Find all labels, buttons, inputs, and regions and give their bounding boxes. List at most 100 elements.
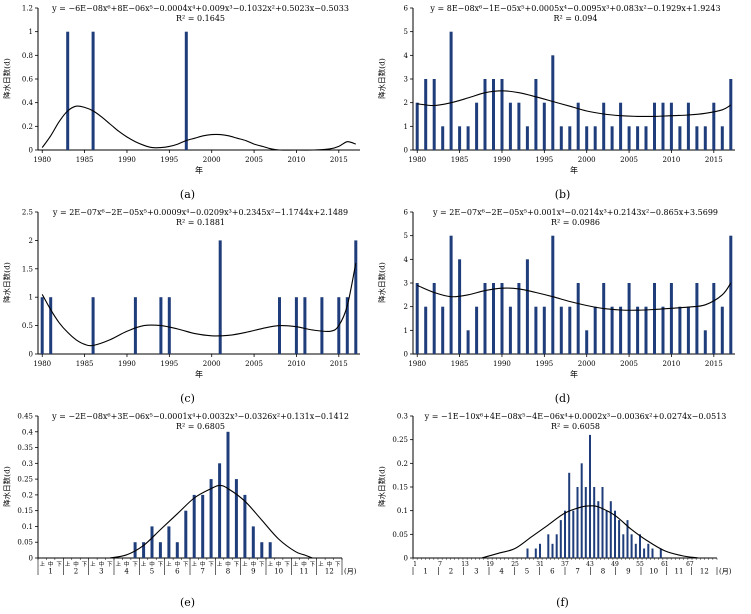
equation-annotation: y = −1E−10x⁶+4E−08x⁵−4E−06x⁴+0.0002x³−0.… xyxy=(413,412,738,432)
bar xyxy=(619,102,623,150)
x-tick-label: 1990 xyxy=(118,156,136,164)
bar xyxy=(525,259,529,354)
bar xyxy=(589,434,591,558)
period-label: 中 xyxy=(200,560,206,568)
bar xyxy=(483,283,487,354)
r-squared-value: R² = 0.094 xyxy=(553,14,598,23)
month-label: 9 xyxy=(626,568,630,576)
trend-line xyxy=(481,505,699,559)
bar xyxy=(559,126,563,150)
bar xyxy=(424,306,428,354)
bar xyxy=(644,126,648,150)
period-label: 中 xyxy=(301,560,307,568)
bar xyxy=(432,283,436,354)
bar xyxy=(703,126,707,150)
period-label: 中 xyxy=(276,560,282,568)
bar xyxy=(268,542,272,558)
x-tick-label: 1985 xyxy=(451,156,469,164)
bar xyxy=(551,235,555,354)
bar xyxy=(40,297,44,354)
y-axis-title: 降水日数(d) xyxy=(377,466,387,507)
bar xyxy=(91,297,95,354)
x-tick-label: 2010 xyxy=(288,156,306,164)
x-tick-label: 1985 xyxy=(76,156,94,164)
chart-canvas-c: 0 0.5 1 1.5 2 2.5 1980 1985 1990 1995 2000 2005 2010… xyxy=(22,209,360,379)
bar xyxy=(547,534,550,558)
period-label: 下 xyxy=(132,561,138,568)
plot-area: 0 0.2 0.4 0.6 0.8 1 1.2 1980 1985 1990 1995 2000 200… xyxy=(2,2,372,184)
bar xyxy=(542,306,546,354)
period-label: 下 xyxy=(158,561,164,568)
r-squared-value: R² = 0.0986 xyxy=(550,218,600,227)
month-unit-label: (月) xyxy=(344,568,357,576)
pentad-tick-label: 67 xyxy=(686,561,694,568)
period-label: 下 xyxy=(82,561,88,568)
x-tick-label: 1995 xyxy=(160,360,178,368)
bar xyxy=(593,487,596,558)
y-tick-label: 0.1 xyxy=(22,523,33,531)
bar xyxy=(167,297,171,354)
bar xyxy=(320,297,324,354)
subplot-caption: (c) xyxy=(180,392,195,405)
bar xyxy=(449,235,453,354)
month-label: 6 xyxy=(175,568,180,576)
y-tick-label: 4 xyxy=(404,52,409,60)
period-label: 上 xyxy=(39,560,45,568)
bar xyxy=(653,102,656,150)
bar xyxy=(634,543,637,558)
bar xyxy=(218,240,222,354)
pentad-tick-label: 37 xyxy=(561,561,569,568)
y-tick-label: 0 xyxy=(29,351,33,359)
x-tick-label: 1985 xyxy=(451,360,469,368)
bar xyxy=(576,487,579,558)
pentad-tick-label: 19 xyxy=(486,561,494,568)
equation-annotation: y = 2E−07x⁶−2E−05x⁵+0.001x⁴−0.0214x³+0.2… xyxy=(413,208,738,228)
bar xyxy=(636,306,640,354)
bar xyxy=(630,534,633,558)
y-tick-label: 0.05 xyxy=(392,531,408,539)
bar xyxy=(720,126,724,150)
month-label: 7 xyxy=(575,568,579,576)
bar xyxy=(644,306,648,354)
bar xyxy=(91,31,95,151)
x-tick-label: 2015 xyxy=(330,360,348,368)
bar xyxy=(669,102,673,150)
trendline-equation: y = 2E−07x⁶−2E−05x⁵+0.001x⁴−0.0214x³+0.2… xyxy=(432,208,719,217)
bar xyxy=(627,283,631,354)
x-tick-label: 1995 xyxy=(535,360,553,368)
period-label: 上 xyxy=(217,560,223,568)
month-label: 8 xyxy=(601,568,605,576)
y-tick-label: 4 xyxy=(404,256,409,264)
bar xyxy=(150,526,154,558)
y-tick-label: 1.2 xyxy=(22,5,33,13)
x-tick-label: 2000 xyxy=(203,156,221,164)
trend-line xyxy=(417,90,732,118)
trend-line xyxy=(417,282,732,311)
bar xyxy=(508,102,512,150)
plot-area: 0 0.5 1 1.5 2 2.5 1980 1985 1990 1995 2000 2005 2010… xyxy=(2,206,372,388)
period-label: 中 xyxy=(149,560,155,568)
y-tick-label: 0.2 xyxy=(22,491,33,499)
trendline-equation: y = −1E−10x⁶+4E−08x⁵−4E−06x⁴+0.0002x³−0.… xyxy=(424,412,727,421)
bar xyxy=(661,306,665,354)
bar xyxy=(610,306,614,354)
bar xyxy=(534,79,538,150)
y-tick-label: 0 xyxy=(404,351,408,359)
period-label: 上 xyxy=(166,560,172,568)
bar xyxy=(415,283,419,354)
bar xyxy=(66,31,70,151)
pentad-tick-label: 43 xyxy=(586,561,594,568)
y-tick-label: 0.45 xyxy=(17,413,33,421)
x-axis-title: 年 xyxy=(570,369,578,379)
bar xyxy=(618,520,621,558)
y-axis-title: 降水日数(d) xyxy=(2,262,12,303)
x-tick-label: 1990 xyxy=(493,156,511,164)
equation-annotation: y = 8E−08x⁶−1E−05x⁵+0.0005x⁴−0.0095x³+0.… xyxy=(413,4,738,24)
bar xyxy=(651,548,654,558)
x-tick-label: 2005 xyxy=(245,360,263,368)
subplot-e: 降水日数(d) y = −2E−08x⁶+3E−06x⁵−0.0001x⁴+0.… xyxy=(0,410,375,614)
bar xyxy=(184,31,188,151)
x-tick-label: 2005 xyxy=(620,360,638,368)
period-label: 中 xyxy=(327,560,333,568)
bar xyxy=(184,510,188,558)
